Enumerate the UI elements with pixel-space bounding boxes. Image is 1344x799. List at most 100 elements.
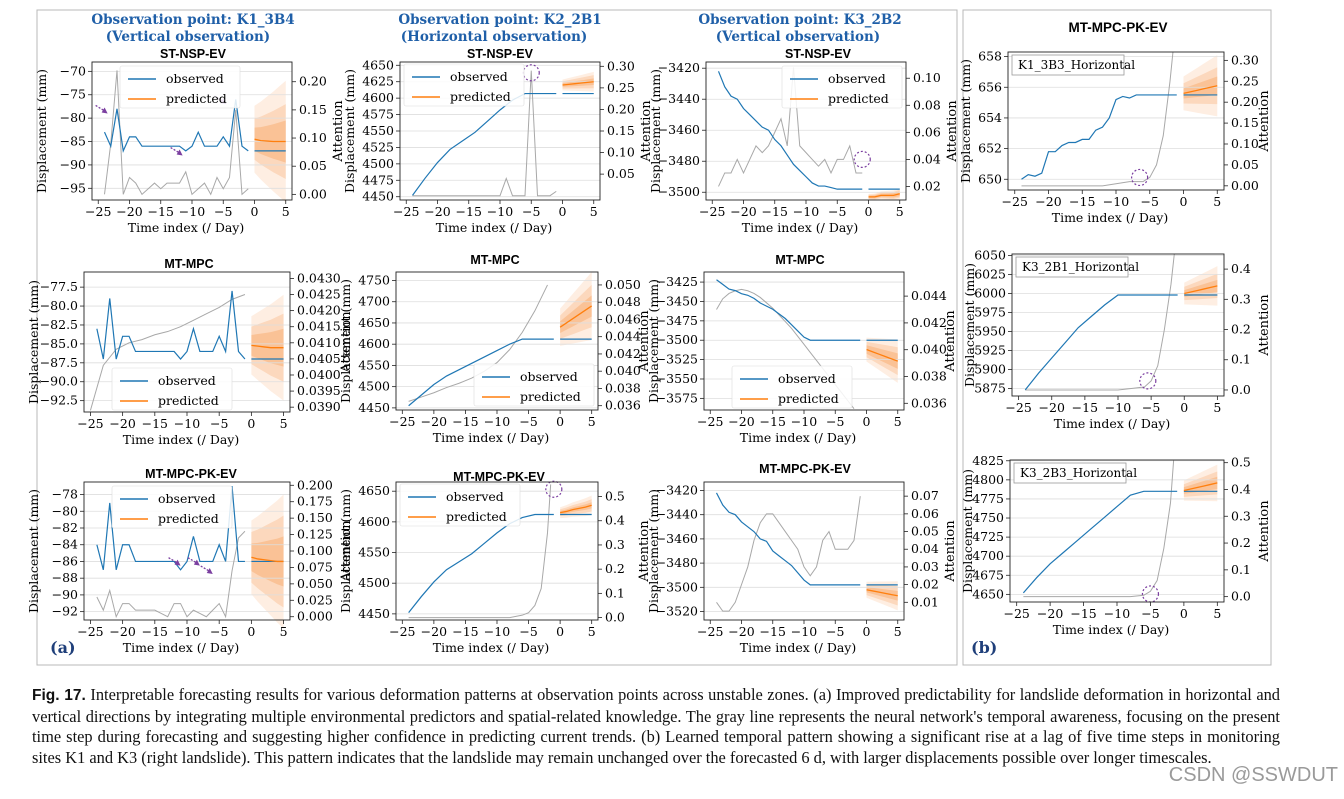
y-tick-label: −3480	[656, 555, 698, 570]
forecast-band	[560, 284, 592, 339]
forecast-band	[866, 345, 898, 369]
legend-observed-label: observed	[158, 373, 216, 388]
chart-title: ST-NSP-EV	[160, 47, 227, 61]
x-tick-label: −25	[1003, 606, 1029, 621]
x-tick-label: −5	[210, 416, 228, 431]
y-tick-label: 656	[978, 79, 1002, 94]
y2-tick-label: 0.0415	[297, 319, 341, 334]
legend-box	[473, 363, 595, 407]
y-tick-label: 5925	[974, 342, 1006, 357]
highlight-circle	[1131, 168, 1149, 187]
y-axis-label: Displacement (mm)	[26, 489, 41, 613]
y-tick-label: 4700	[972, 548, 1004, 563]
y-tick-label: 4650	[358, 315, 390, 330]
y2-axis-label: Attention	[339, 520, 354, 583]
arrow-marker	[187, 557, 199, 565]
forecast-band	[866, 337, 898, 383]
chart-label-box	[1011, 54, 1125, 76]
forecast-band	[560, 295, 592, 334]
y-tick-label: 4650	[972, 586, 1004, 601]
observed-line	[412, 92, 557, 196]
forecast-band	[560, 495, 592, 519]
y2-tick-label: 0.040	[605, 363, 641, 378]
observed-line	[103, 99, 249, 154]
plot-area	[96, 486, 284, 619]
figure-canvas: Observation point: K1_3B4 (Vertical obse…	[26, 9, 1272, 666]
x-tick-label: 0	[863, 624, 871, 639]
x-axis-label: Time index (/ Day)	[1052, 210, 1169, 225]
y2-axis-label: Attention	[637, 310, 652, 373]
x-tick-label: −5	[1141, 194, 1159, 209]
forecast-band	[1183, 476, 1218, 494]
y2-axis-label: Attention	[339, 311, 354, 374]
arrow-head	[193, 559, 200, 566]
y2-tick-label: 0.040	[911, 342, 947, 357]
x-axis-label: Time index (/ Day)	[740, 640, 857, 655]
y2-tick-label: 0.30	[607, 58, 635, 73]
y2-tick-label: 0.075	[297, 559, 333, 574]
y2-tick-label: 0.05	[1231, 157, 1259, 172]
x-tick-label: −20	[116, 204, 142, 219]
x-tick-label: 0	[1180, 400, 1188, 415]
chart-10: −25 −20 −15 −10 −5 0 5 Time index (/ Day) 658 656…	[958, 49, 1272, 225]
x-tick-label: −15	[760, 414, 786, 429]
x-axis-label: Time index (/ Day)	[433, 430, 550, 445]
x-tick-label: −25	[699, 204, 725, 219]
panel-label-a: (a)	[50, 638, 76, 657]
chart-title: MT-MPC-PK-EV	[145, 467, 237, 481]
y-tick-label: 652	[978, 141, 1002, 156]
x-tick-label: −5	[522, 204, 540, 219]
y2-tick-label: 0.05	[299, 158, 327, 173]
x-tick-label: −5	[1141, 606, 1159, 621]
y-tick-label: −82.5	[40, 317, 78, 332]
predicted-line	[559, 305, 593, 328]
x-tick-label: −10	[793, 204, 819, 219]
legend-predicted-label: predicted	[450, 89, 511, 104]
y-tick-label: −3450	[656, 293, 698, 308]
forecast-band	[560, 499, 592, 517]
chart-label-text: K3_2B1_Horizontal	[1022, 260, 1139, 274]
y2-axis-label: Attention	[943, 520, 958, 583]
chart-title: MT-MPC	[775, 253, 824, 267]
observed-line	[408, 338, 554, 407]
chart-title: MT-MPC	[470, 253, 519, 267]
panel-label-b: (b)	[971, 638, 997, 657]
plot-area	[1021, 52, 1218, 187]
x-tick-label: −15	[1069, 194, 1095, 209]
y2-axis-label: Attention	[331, 100, 346, 163]
chart-legend: observed predicted	[111, 367, 233, 411]
y2-tick-label: 0.15	[299, 102, 327, 117]
y2-axis-label: Attention	[1257, 90, 1272, 153]
y2-tick-label: 0.1	[1231, 562, 1251, 577]
y-tick-label: −80	[52, 503, 78, 518]
y2-tick-label: 0.05	[911, 524, 939, 539]
forecast-band	[1183, 55, 1218, 117]
x-tick-label: −10	[179, 204, 205, 219]
x-tick-label: 0	[559, 204, 567, 219]
highlight-circle	[1141, 585, 1160, 603]
y-tick-label: 654	[978, 110, 1002, 125]
y2-tick-label: 0.3	[1231, 291, 1251, 306]
x-tick-label: −20	[728, 624, 754, 639]
x-tick-label: −20	[109, 416, 135, 431]
chart-5: −25 −20 −15 −10 −5 0 5 Time index (/ Day) 4750 47…	[338, 253, 652, 445]
caption-label: Fig. 17.	[32, 687, 86, 704]
y2-axis-label: Attention	[637, 520, 652, 583]
x-tick-label: −20	[109, 624, 135, 639]
arrow-head	[176, 149, 183, 156]
legend-observed-label: observed	[520, 369, 578, 384]
forecast-band	[1184, 279, 1218, 297]
x-tick-label: −5	[214, 204, 232, 219]
y-tick-label: 4650	[362, 57, 394, 72]
legend-observed-label: observed	[446, 489, 504, 504]
legend-observed-label: observed	[158, 491, 216, 506]
legend-predicted-label: predicted	[778, 391, 839, 406]
plot-area	[715, 492, 898, 612]
y-tick-label: 6025	[974, 267, 1006, 282]
predicted-line	[1183, 482, 1218, 492]
y-tick-label: 4600	[358, 514, 390, 529]
predicted-line	[251, 556, 284, 563]
x-axis-label: Time index (/ Day)	[123, 432, 240, 447]
x-tick-label: −10	[174, 416, 200, 431]
arrow-head	[101, 107, 108, 114]
